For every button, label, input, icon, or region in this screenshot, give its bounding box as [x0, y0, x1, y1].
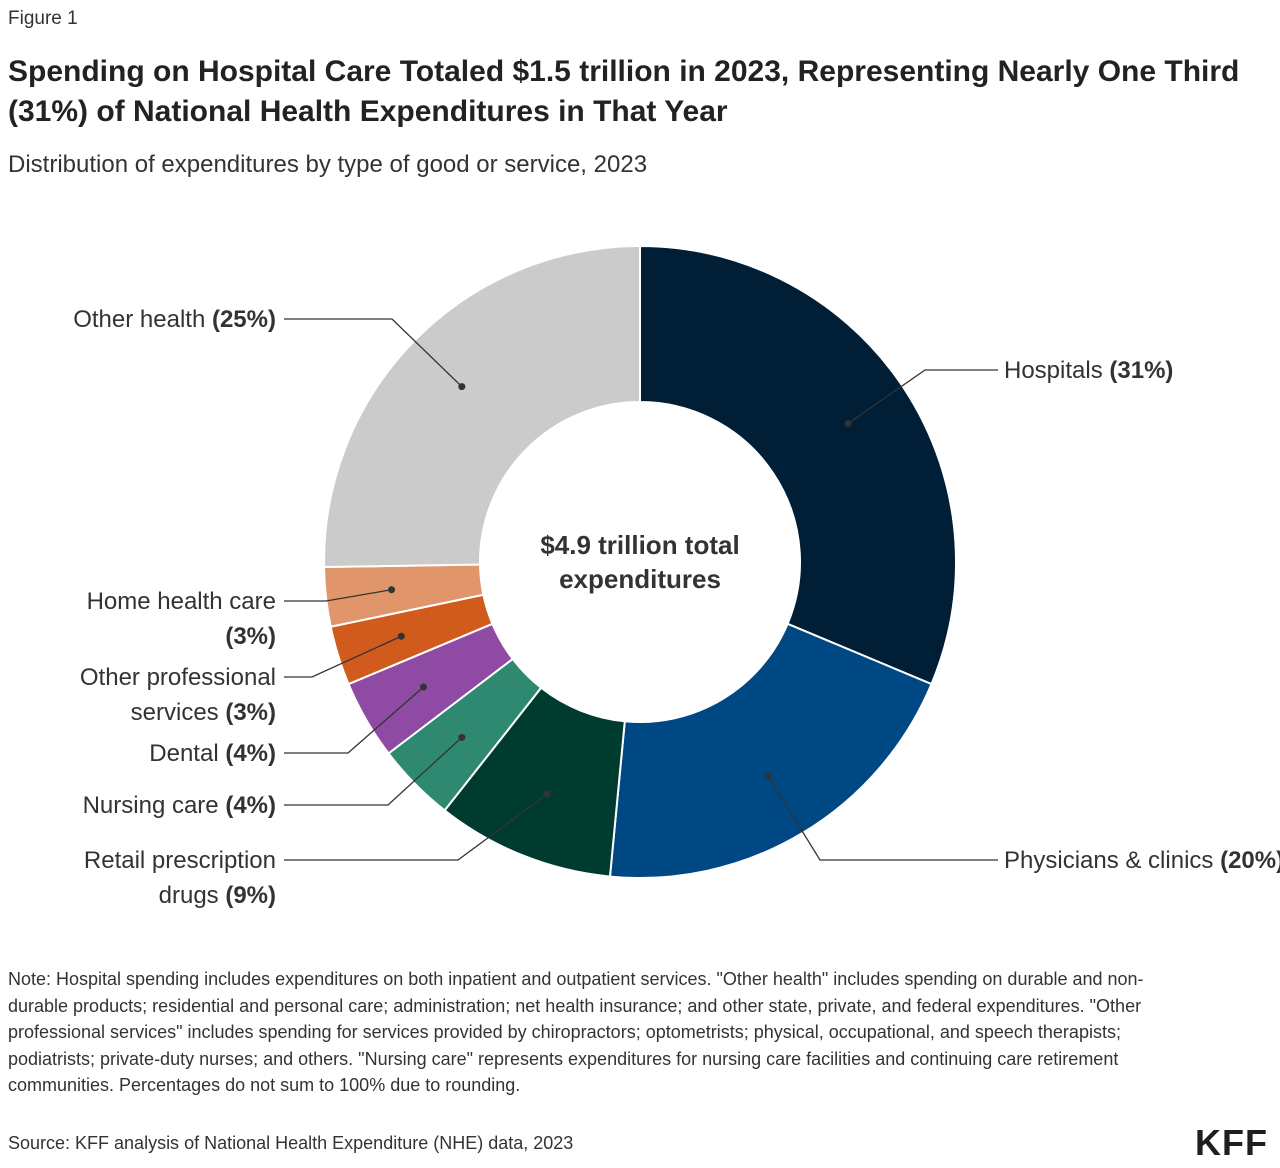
slice-label-physicians-and-clinics: Physicians & clinics (20%)	[1004, 847, 1280, 874]
leader-line-nursing-care	[284, 736, 463, 806]
leader-line-home-health-care	[284, 589, 392, 602]
slice-label-retail-prescription-drugs: Retail prescription drugs (9%)	[84, 847, 276, 909]
chart-note: Note: Hospital spending includes expendi…	[8, 969, 1144, 1095]
center-label-line-1: $4.9 trillion total	[540, 530, 739, 560]
leader-line-hospitals	[847, 369, 998, 425]
slice-label-other-professional-services: Other professional services (3%)	[80, 664, 276, 726]
chart-leader-lines	[284, 318, 998, 861]
center-label-line-2: expenditures	[559, 564, 721, 594]
kff-logo: KFF	[1195, 1122, 1268, 1163]
leader-line-dental	[284, 686, 424, 754]
leader-line-physicians-and-clinics	[767, 776, 998, 861]
slice-label-other-health: Other health (25%)	[73, 306, 276, 333]
slice-physicians-and-clinics	[608, 622, 933, 879]
chart-center-label: $4.9 trillion total expenditures	[540, 530, 739, 594]
donut-chart: Hospitals (31%) Physicians & clinics (20%…	[73, 244, 1280, 909]
slice-label-dental: Dental (4%)	[149, 740, 276, 767]
slice-label-hospitals: Hospitals (31%)	[1004, 357, 1173, 384]
leader-line-other-health	[284, 318, 463, 388]
chart-title: Spending on Hospital Care Totaled $1.5 t…	[8, 55, 1240, 128]
leader-line-other-professional-services	[284, 635, 402, 678]
slice-hospitals	[639, 244, 957, 686]
figure-label: Figure 1	[8, 8, 78, 29]
slice-label-home-health-care: Home health care (3%)	[87, 588, 276, 650]
chart-labels: Hospitals (31%) Physicians & clinics (20%…	[73, 306, 1280, 909]
leader-line-retail-prescription-drugs	[284, 793, 548, 861]
slice-label-nursing-care: Nursing care (4%)	[83, 792, 276, 819]
slice-other-health	[323, 244, 641, 569]
chart-slices	[323, 244, 957, 879]
chart-subtitle: Distribution of expenditures by type of …	[8, 151, 648, 178]
chart-source: Source: KFF analysis of National Health …	[8, 1133, 574, 1153]
